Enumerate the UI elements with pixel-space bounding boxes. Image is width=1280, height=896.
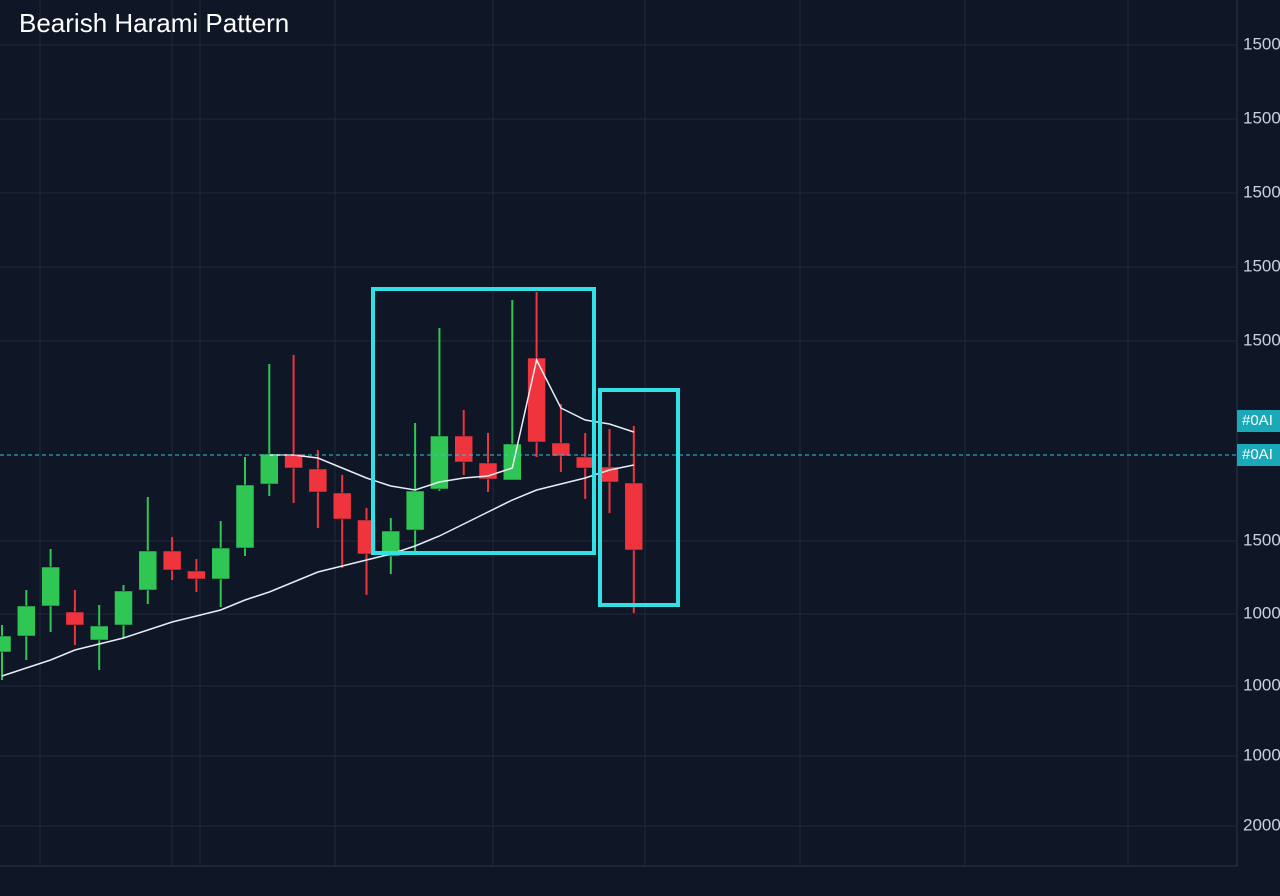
candle-body (551, 442, 571, 457)
candle-body (138, 550, 158, 591)
y-tick-label: 1500 (1243, 34, 1280, 53)
candle-body (114, 590, 133, 626)
price-badge-label: #0AI (1242, 446, 1273, 463)
y-tick-label: 1500 (1243, 108, 1280, 127)
candle-body (162, 550, 182, 571)
price-badge (1237, 444, 1280, 466)
candle-body (575, 456, 595, 469)
candle-body (41, 566, 60, 607)
y-tick-label: 1500 (1243, 256, 1280, 275)
candle-body (308, 468, 328, 493)
candle-body (17, 605, 36, 637)
y-tick-label: 1500 (1243, 530, 1280, 549)
candle-body (89, 625, 109, 641)
candle-body (284, 453, 303, 469)
y-axis: 1500 1500 1500 1500 1500 1500 1000 1000 1000 2000… (1237, 34, 1280, 834)
pattern-box (371, 287, 596, 555)
candle-body (65, 611, 85, 626)
price-badge (1237, 410, 1280, 432)
candle-body (405, 490, 425, 531)
candle-body (503, 443, 522, 481)
plot (0, 292, 1237, 680)
y-tick-label: 1500 (1243, 182, 1280, 201)
candle-body (430, 435, 449, 490)
candle-body (235, 484, 255, 549)
y-tick-label: 1500 (1243, 330, 1280, 349)
candle-body (260, 453, 279, 485)
y-tick-label: 1000 (1243, 745, 1280, 764)
vertical-grid (39, 0, 1129, 866)
candle-body (527, 357, 546, 443)
y-tick-label: 1000 (1243, 603, 1280, 622)
candle-body (211, 547, 230, 580)
chart-title: Bearish Harami Pattern (19, 8, 289, 38)
price-badge-label: #0AI (1242, 412, 1273, 429)
moving-average-line (1, 464, 634, 677)
candle-body (332, 492, 352, 520)
candle-body (454, 435, 473, 463)
pattern-box (598, 388, 680, 607)
candle-body (0, 635, 12, 653)
y-tick-label: 1000 (1243, 675, 1280, 694)
candle-body (187, 570, 206, 580)
y-tick-label: 2000 (1243, 815, 1280, 834)
candle-body (624, 482, 644, 551)
candle-body (381, 530, 401, 557)
horizontal-grid (0, 44, 1237, 827)
moving-average-line (269, 357, 635, 491)
